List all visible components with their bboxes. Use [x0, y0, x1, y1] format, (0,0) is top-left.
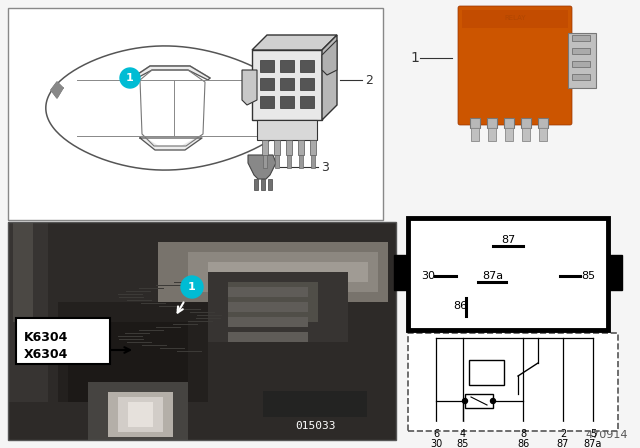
Text: 4: 4: [460, 429, 466, 439]
Polygon shape: [280, 78, 294, 90]
Text: 1: 1: [188, 282, 196, 292]
Text: 2: 2: [365, 73, 373, 86]
Polygon shape: [257, 120, 317, 140]
Text: 2: 2: [560, 429, 566, 439]
Text: 015033: 015033: [295, 421, 335, 431]
Circle shape: [589, 422, 596, 430]
Circle shape: [490, 399, 495, 404]
Polygon shape: [311, 155, 315, 168]
Text: K6304: K6304: [24, 331, 68, 344]
Text: RELAY: RELAY: [504, 15, 526, 21]
Polygon shape: [274, 140, 280, 155]
Polygon shape: [268, 179, 272, 190]
Polygon shape: [254, 179, 258, 190]
Text: 8: 8: [520, 429, 526, 439]
Circle shape: [559, 422, 566, 430]
Polygon shape: [140, 136, 202, 150]
Polygon shape: [252, 50, 322, 120]
Polygon shape: [260, 60, 274, 72]
FancyBboxPatch shape: [16, 318, 110, 364]
Text: 87: 87: [557, 439, 569, 448]
Circle shape: [520, 422, 527, 430]
Polygon shape: [277, 82, 289, 98]
FancyBboxPatch shape: [469, 360, 504, 385]
FancyBboxPatch shape: [568, 33, 596, 88]
Text: 87: 87: [501, 235, 515, 245]
FancyBboxPatch shape: [471, 128, 479, 141]
Polygon shape: [262, 140, 268, 155]
FancyBboxPatch shape: [505, 128, 513, 141]
Text: 86: 86: [517, 439, 529, 448]
Text: 30: 30: [421, 271, 435, 281]
Polygon shape: [286, 140, 292, 155]
Polygon shape: [280, 60, 294, 72]
Polygon shape: [263, 155, 267, 168]
Text: 6: 6: [433, 429, 439, 439]
Circle shape: [460, 422, 467, 430]
Polygon shape: [298, 140, 304, 155]
Polygon shape: [275, 155, 279, 168]
FancyBboxPatch shape: [408, 218, 608, 330]
Text: 1: 1: [126, 73, 134, 83]
Polygon shape: [300, 78, 314, 90]
Polygon shape: [287, 155, 291, 168]
FancyBboxPatch shape: [458, 6, 572, 125]
FancyBboxPatch shape: [504, 118, 514, 128]
FancyBboxPatch shape: [263, 391, 367, 417]
Text: 470914: 470914: [586, 430, 628, 440]
Circle shape: [463, 399, 467, 404]
Circle shape: [120, 68, 140, 88]
Polygon shape: [260, 78, 274, 90]
Circle shape: [181, 276, 203, 298]
FancyBboxPatch shape: [465, 394, 493, 408]
FancyBboxPatch shape: [487, 118, 497, 128]
Circle shape: [57, 104, 65, 112]
Polygon shape: [280, 96, 294, 108]
FancyBboxPatch shape: [488, 128, 496, 141]
Polygon shape: [300, 60, 314, 72]
FancyBboxPatch shape: [8, 8, 383, 220]
Text: 85: 85: [581, 271, 595, 281]
Polygon shape: [51, 82, 63, 98]
FancyBboxPatch shape: [608, 255, 622, 290]
Polygon shape: [252, 35, 337, 50]
Text: 86: 86: [453, 301, 467, 311]
FancyBboxPatch shape: [572, 48, 590, 54]
Polygon shape: [260, 96, 274, 108]
Polygon shape: [261, 179, 265, 190]
FancyBboxPatch shape: [539, 128, 547, 141]
FancyBboxPatch shape: [394, 255, 408, 290]
Text: 5: 5: [590, 429, 596, 439]
Circle shape: [433, 422, 440, 430]
Polygon shape: [242, 70, 257, 105]
Polygon shape: [300, 96, 314, 108]
FancyBboxPatch shape: [572, 61, 590, 67]
Text: 87a: 87a: [584, 439, 602, 448]
FancyBboxPatch shape: [462, 10, 568, 28]
FancyBboxPatch shape: [521, 118, 531, 128]
Polygon shape: [310, 140, 316, 155]
Text: 30: 30: [430, 439, 442, 448]
Text: 1: 1: [411, 51, 419, 65]
Polygon shape: [299, 155, 303, 168]
Polygon shape: [322, 40, 337, 75]
FancyBboxPatch shape: [538, 118, 548, 128]
Text: X6304: X6304: [24, 348, 68, 361]
FancyBboxPatch shape: [572, 74, 590, 80]
FancyBboxPatch shape: [522, 128, 530, 141]
Text: 87a: 87a: [483, 271, 504, 281]
Polygon shape: [135, 66, 210, 80]
Polygon shape: [322, 35, 337, 120]
Text: 85: 85: [457, 439, 469, 448]
FancyBboxPatch shape: [470, 118, 480, 128]
Text: 3: 3: [321, 160, 329, 173]
Polygon shape: [248, 155, 276, 179]
FancyBboxPatch shape: [408, 333, 618, 431]
FancyBboxPatch shape: [572, 35, 590, 41]
